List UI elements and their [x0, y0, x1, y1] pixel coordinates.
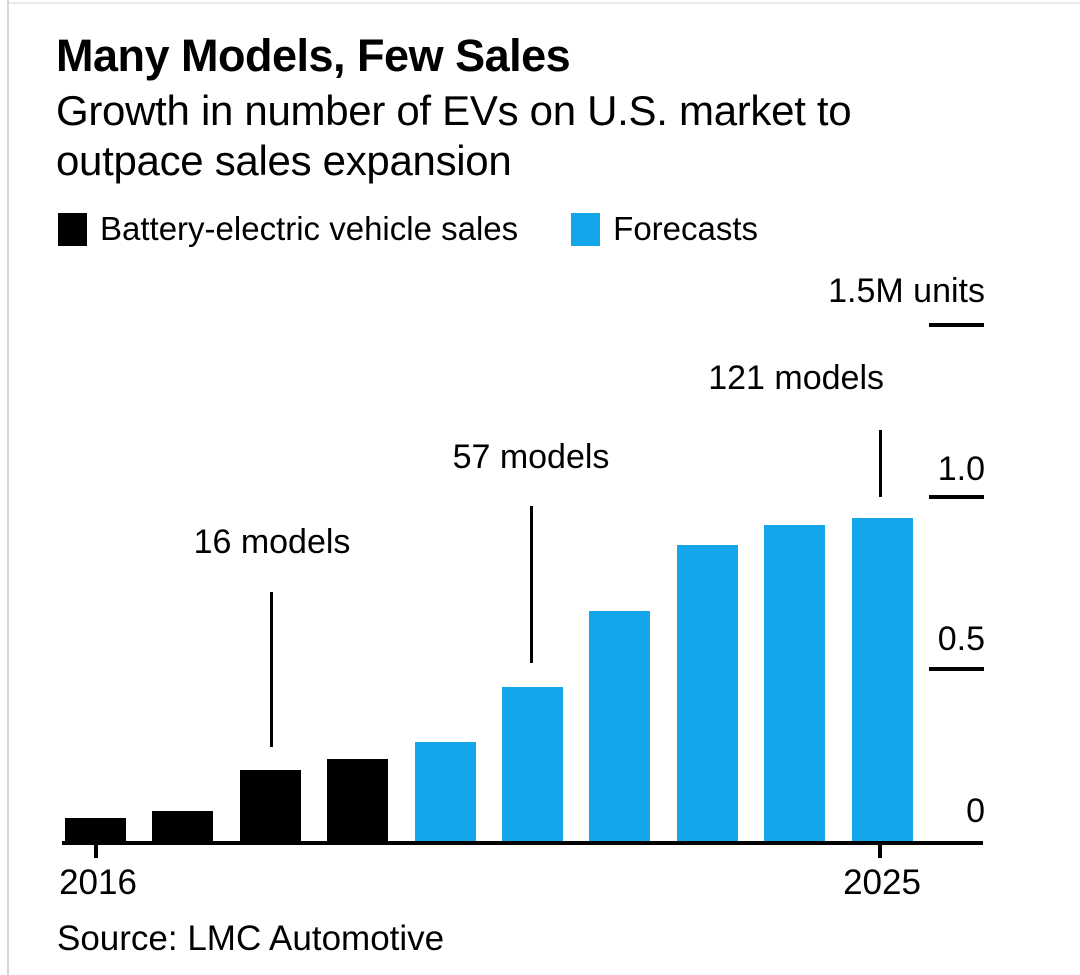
bar-2025 — [852, 518, 913, 842]
x-axis-line — [62, 841, 983, 845]
annotation-2025-line — [879, 430, 882, 497]
chart-subtitle: Growth in number of EVs on U.S. market t… — [56, 87, 852, 184]
y-axis-tick-1-5 — [929, 323, 984, 327]
annotation-2021-line — [530, 506, 533, 663]
y-axis-label-1-0: 1.0 — [937, 450, 985, 488]
annotation-2021-label: 57 models — [452, 438, 610, 476]
y-axis-label-1-5m: 1.5M units — [828, 272, 985, 310]
annotation-2018-line — [270, 592, 273, 747]
y-axis-tick-0-5 — [929, 667, 984, 671]
screenshot-top-edge-line — [9, 2, 1080, 4]
bar-2018 — [240, 770, 301, 842]
legend-label-forecasts: Forecasts — [613, 210, 759, 247]
bar-2022 — [589, 611, 650, 842]
annotation-2018-label: 16 models — [193, 523, 351, 561]
legend-label-sales: Battery-electric vehicle sales — [100, 210, 519, 247]
forecast-swatch-icon — [571, 212, 601, 246]
bar-2021 — [502, 687, 563, 842]
y-axis-label-0-5: 0.5 — [937, 620, 985, 658]
bar-2019 — [327, 759, 388, 842]
y-axis-label-0: 0 — [966, 792, 985, 830]
x-axis-label-2016: 2016 — [59, 863, 137, 902]
chart-title: Many Models, Few Sales — [56, 30, 571, 81]
legend: Battery-electric vehicle sales Forecasts — [58, 210, 758, 248]
x-axis-tick-2016 — [94, 845, 98, 858]
bar-2016 — [65, 818, 126, 842]
x-axis-label-2025: 2025 — [843, 863, 921, 902]
legend-item-forecasts: Forecasts — [571, 210, 758, 248]
bar-2017 — [152, 811, 213, 842]
bar-2020 — [415, 742, 476, 842]
screenshot-left-edge-line — [7, 0, 9, 975]
sales-swatch-icon — [58, 212, 87, 246]
source-credit: Source: LMC Automotive — [57, 919, 445, 958]
annotation-2025-label: 121 models — [708, 359, 884, 397]
x-axis-tick-2025 — [878, 845, 882, 858]
bar-2023 — [677, 545, 738, 842]
bar-2024 — [764, 525, 825, 842]
y-axis-tick-1-0 — [929, 495, 984, 499]
legend-item-sales: Battery-electric vehicle sales — [58, 210, 518, 248]
